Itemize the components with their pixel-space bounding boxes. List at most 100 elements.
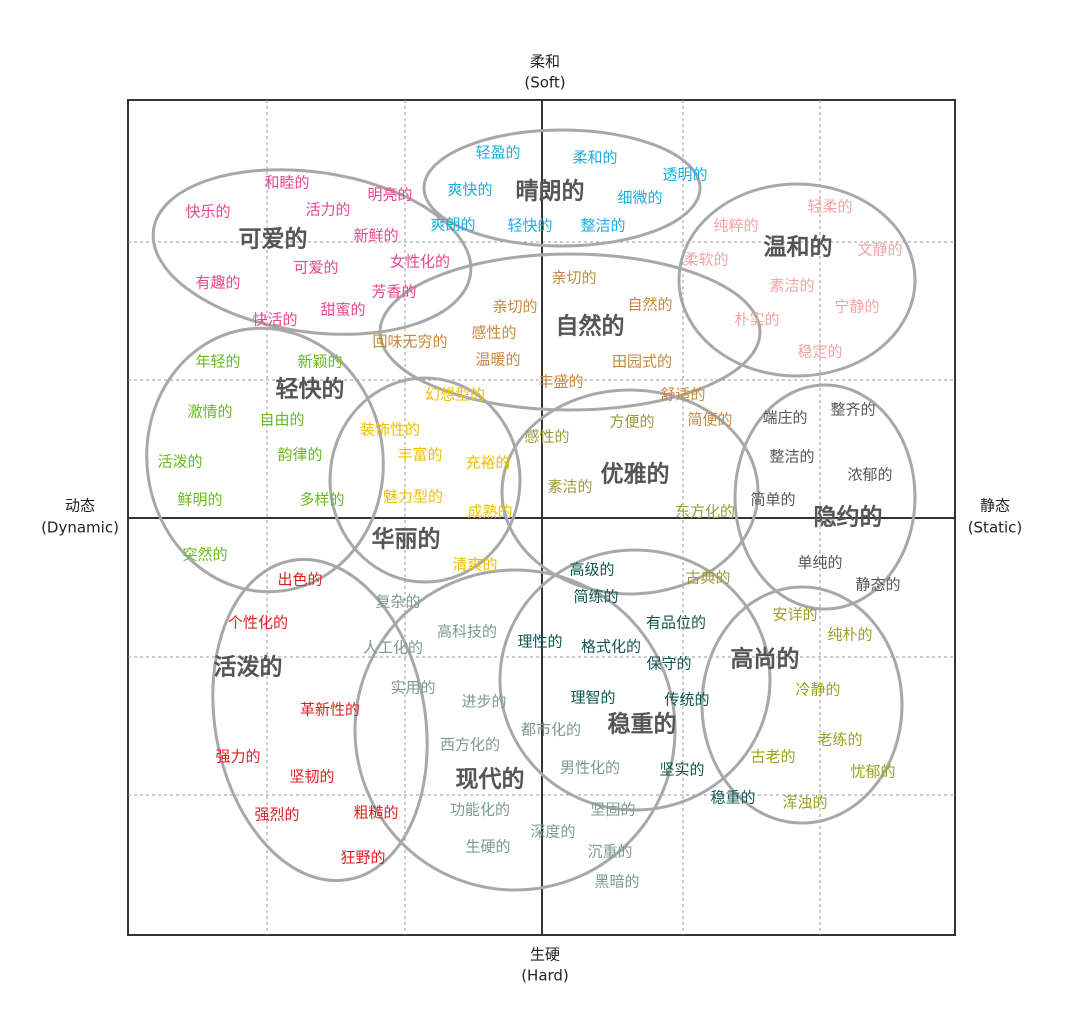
word: 保守的 bbox=[646, 655, 691, 673]
word: 多样的 bbox=[299, 491, 344, 509]
word: 自然的 bbox=[627, 296, 672, 314]
word: 爽快的 bbox=[447, 181, 492, 199]
word: 实用的 bbox=[390, 679, 435, 697]
word: 感性的 bbox=[471, 324, 516, 342]
word: 装饰性的 bbox=[360, 421, 420, 439]
group-label: 晴朗的 bbox=[516, 178, 585, 205]
word: 自由的 bbox=[259, 411, 304, 429]
word: 感性的 bbox=[524, 428, 569, 446]
word: 温暖的 bbox=[475, 351, 520, 369]
group-label: 温和的 bbox=[764, 234, 833, 261]
word: 文静的 bbox=[857, 241, 902, 259]
axis-label: 生硬 bbox=[530, 946, 560, 964]
group-outline bbox=[422, 128, 702, 248]
word: 狂野的 bbox=[340, 849, 385, 867]
axis-english: (Static) bbox=[968, 519, 1023, 537]
axis-label: 柔和 bbox=[530, 53, 560, 71]
word: 有趣的 bbox=[195, 274, 240, 292]
word: 丰盛的 bbox=[538, 373, 583, 391]
axis-english: (Dynamic) bbox=[41, 519, 119, 537]
group-outline bbox=[500, 388, 760, 596]
word: 革新性的 bbox=[300, 701, 360, 719]
group-label: 优雅的 bbox=[601, 461, 670, 488]
word: 轻快的 bbox=[507, 217, 552, 235]
word: 粗糙的 bbox=[353, 804, 398, 822]
word: 简单的 bbox=[750, 491, 795, 509]
word: 简练的 bbox=[573, 588, 618, 606]
word: 强力的 bbox=[215, 748, 260, 766]
word: 激情的 bbox=[187, 403, 232, 421]
group-outline bbox=[733, 383, 917, 611]
word: 高科技的 bbox=[437, 623, 497, 641]
word: 出色的 bbox=[277, 571, 322, 589]
word: 明亮的 bbox=[367, 186, 412, 204]
word: 可爱的 bbox=[293, 259, 338, 277]
group-label: 可爱的 bbox=[239, 226, 308, 253]
group-outline bbox=[378, 252, 762, 412]
word: 高级的 bbox=[569, 561, 614, 579]
word: 都市化的 bbox=[521, 721, 581, 739]
word: 强烈的 bbox=[254, 806, 299, 824]
word: 有品位的 bbox=[646, 614, 706, 632]
word: 活力的 bbox=[305, 201, 350, 219]
word: 新颖的 bbox=[297, 353, 342, 371]
group-label: 活泼的 bbox=[214, 654, 283, 681]
word: 亲切的 bbox=[492, 298, 537, 316]
word: 西方化的 bbox=[440, 736, 500, 754]
word: 透明的 bbox=[662, 166, 707, 184]
word: 幻想型的 bbox=[425, 386, 485, 404]
word: 冷静的 bbox=[795, 681, 840, 699]
word: 稳重的 bbox=[710, 789, 755, 807]
word: 东方化的 bbox=[675, 503, 735, 521]
word: 年轻的 bbox=[195, 353, 240, 371]
word: 理性的 bbox=[517, 633, 562, 651]
group-label: 隐约的 bbox=[814, 504, 883, 531]
group-label: 现代的 bbox=[456, 766, 525, 793]
axis-label: 静态 bbox=[980, 497, 1010, 515]
word: 个性化的 bbox=[228, 614, 288, 632]
word: 黑暗的 bbox=[594, 873, 639, 891]
word: 进步的 bbox=[461, 693, 506, 711]
word: 快乐的 bbox=[185, 203, 230, 221]
word: 朴实的 bbox=[734, 311, 779, 329]
word: 简便的 bbox=[687, 411, 732, 429]
word: 整齐的 bbox=[830, 401, 875, 419]
word: 格式化的 bbox=[581, 638, 641, 656]
word: 和睦的 bbox=[264, 174, 309, 192]
word: 坚韧的 bbox=[289, 768, 334, 786]
word: 方便的 bbox=[609, 413, 654, 431]
word: 轻柔的 bbox=[807, 198, 852, 216]
word: 理智的 bbox=[570, 689, 615, 707]
word: 素洁的 bbox=[769, 277, 814, 295]
word: 甜蜜的 bbox=[320, 301, 365, 319]
group-outline bbox=[700, 585, 904, 825]
word: 坚固的 bbox=[590, 801, 635, 819]
word: 魅力型的 bbox=[383, 488, 443, 506]
group-outline bbox=[151, 168, 473, 336]
word: 古典的 bbox=[685, 569, 730, 587]
word: 丰富的 bbox=[397, 446, 442, 464]
word: 突然的 bbox=[182, 546, 227, 564]
axis-label: 动态 bbox=[65, 497, 95, 515]
word: 浑浊的 bbox=[782, 794, 827, 812]
word: 端庄的 bbox=[762, 409, 807, 427]
word: 纯粹的 bbox=[713, 217, 758, 235]
group-outline bbox=[328, 376, 522, 584]
word: 深度的 bbox=[530, 823, 575, 841]
word: 细微的 bbox=[617, 189, 662, 207]
word: 复杂的 bbox=[375, 593, 420, 611]
word: 沉重的 bbox=[587, 843, 632, 861]
word: 成熟的 bbox=[467, 503, 512, 521]
word: 活泼的 bbox=[157, 453, 202, 471]
word: 古老的 bbox=[750, 748, 795, 766]
word: 安详的 bbox=[772, 606, 817, 624]
word: 充裕的 bbox=[465, 454, 510, 472]
word: 亲切的 bbox=[551, 269, 596, 287]
word: 浓郁的 bbox=[847, 466, 892, 484]
word: 功能化的 bbox=[450, 801, 510, 819]
group-label: 华丽的 bbox=[372, 526, 441, 553]
word: 芳香的 bbox=[371, 283, 416, 301]
group-label: 轻快的 bbox=[276, 376, 345, 403]
group-label: 稳重的 bbox=[608, 711, 677, 738]
word: 韵律的 bbox=[277, 446, 322, 464]
